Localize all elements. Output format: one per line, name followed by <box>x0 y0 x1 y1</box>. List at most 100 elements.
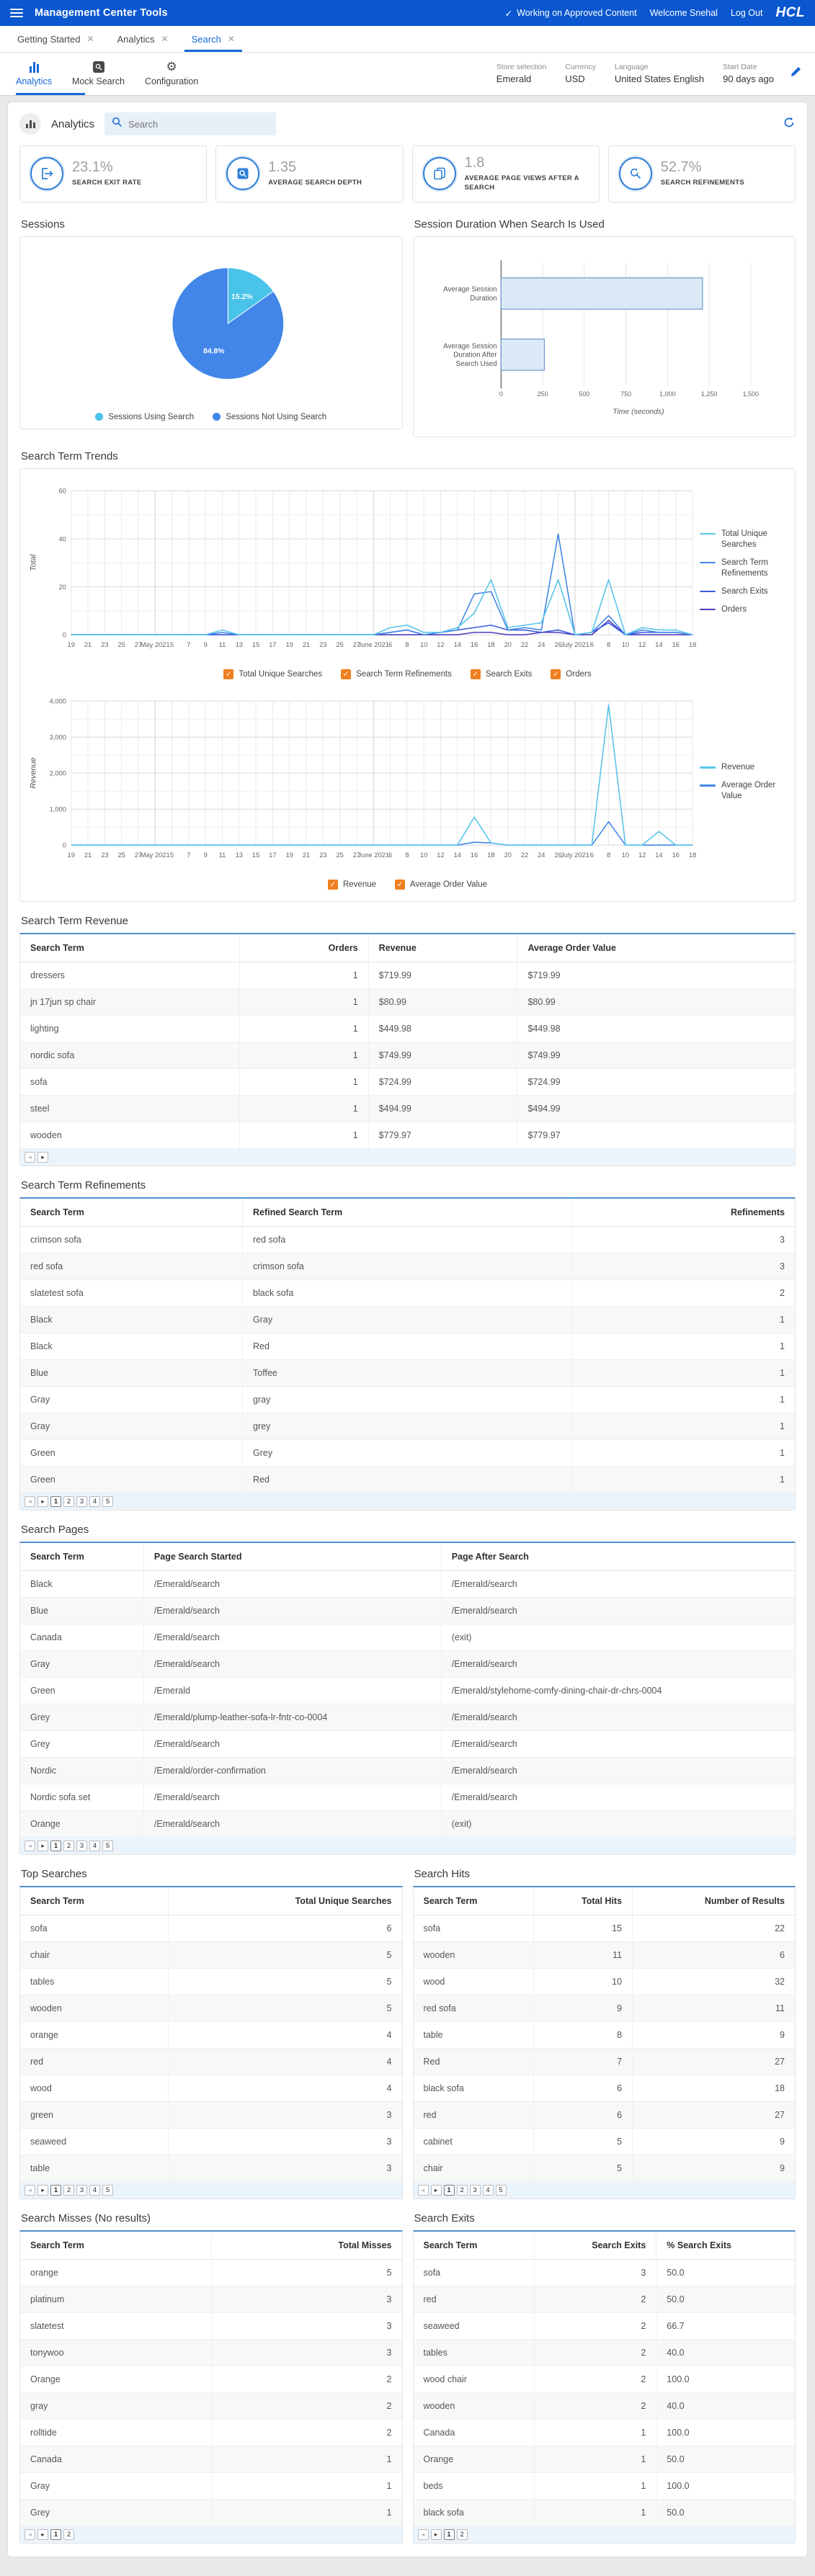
pager-next-button[interactable]: ▸ <box>430 2184 442 2196</box>
pager-next-button[interactable]: ▸ <box>430 2528 442 2540</box>
search-input[interactable] <box>128 118 270 130</box>
table-row: Gray gray 1 <box>20 1386 795 1413</box>
legend-item[interactable]: Search Term Refinements <box>700 558 789 579</box>
table-cell: 50.0 <box>656 2446 795 2473</box>
table-cell: (exit) <box>441 1810 795 1838</box>
svg-text:July 2021: July 2021 <box>561 641 589 648</box>
logout-link[interactable]: Log Out <box>730 8 763 18</box>
series-checkbox[interactable]: ✓ Orders <box>551 668 592 679</box>
pager-page-button[interactable]: 2 <box>63 2184 74 2196</box>
pager-page-button[interactable]: 5 <box>102 2184 113 2196</box>
close-icon[interactable]: ✕ <box>161 34 169 44</box>
series-checkbox[interactable]: ✓ Revenue <box>327 879 376 890</box>
legend-item[interactable]: Revenue <box>700 762 789 773</box>
pager-next-button[interactable]: ▸ <box>37 2184 48 2196</box>
tab-analytics[interactable]: Analytics ✕ <box>117 33 169 45</box>
table-cell: 11 <box>632 1995 795 2022</box>
legend-item[interactable]: Search Exits <box>700 586 789 597</box>
pager-page-button[interactable]: 2 <box>456 2528 468 2540</box>
pager-page-button[interactable]: 1 <box>50 1495 61 1507</box>
series-checkbox[interactable]: ✓ Total Unique Searches <box>223 668 322 679</box>
table-cell: seaweed <box>413 2312 535 2340</box>
svg-text:12: 12 <box>638 851 646 859</box>
legend-item[interactable]: Sessions Using Search <box>95 413 194 421</box>
pager-page-button[interactable]: 3 <box>469 2184 481 2196</box>
tab-search[interactable]: Search ✕ <box>180 26 246 52</box>
pager-next-button[interactable]: ▸ <box>37 1151 48 1163</box>
pager-page-button[interactable]: 1 <box>443 2528 455 2540</box>
pager-page-button[interactable]: 5 <box>102 1840 113 1851</box>
table-row: sofa 6 <box>20 1915 402 1942</box>
search-hits-table: Search Term Total Hits Number of Results so… <box>412 1885 796 2199</box>
pager-next-button[interactable]: ▸ <box>37 2528 48 2540</box>
approved-content-status[interactable]: ✓ Working on Approved Content <box>504 8 637 19</box>
table-cell: wooden <box>413 2392 535 2420</box>
pager-prev-button[interactable]: ◂ <box>25 2528 35 2540</box>
series-checkbox[interactable]: ✓ Search Term Refinements <box>341 668 452 679</box>
pager-page-button[interactable]: 4 <box>89 1840 100 1851</box>
pager-page-button[interactable]: 3 <box>76 1840 87 1851</box>
pager-page-button[interactable]: 5 <box>102 1495 113 1507</box>
legend-item[interactable]: Sessions Not Using Search <box>213 413 326 421</box>
column-header: Search Term <box>20 2231 213 2260</box>
svg-text:Search Used: Search Used <box>455 360 496 368</box>
series-checkbox[interactable]: ✓ Average Order Value <box>395 879 487 890</box>
toolbar-item-configuration[interactable]: ⚙ Configuration <box>144 60 199 86</box>
pager-page-button[interactable]: 3 <box>76 1495 87 1507</box>
table-row: Black Gray 1 <box>20 1306 795 1333</box>
hamburger-menu-icon[interactable] <box>10 9 23 17</box>
table-row: Blue Toffee 1 <box>20 1359 795 1387</box>
svg-text:0: 0 <box>63 631 66 638</box>
pager-prev-button[interactable]: ◂ <box>417 2184 429 2196</box>
table-cell: 27 <box>632 2101 795 2129</box>
tab-getting-started[interactable]: Getting Started ✕ <box>17 33 94 45</box>
pager-prev-button[interactable]: ◂ <box>25 1151 35 1163</box>
refresh-icon[interactable] <box>783 116 796 133</box>
pager-page-button[interactable]: 3 <box>76 2184 87 2196</box>
pager-page-button[interactable]: 2 <box>63 1840 74 1851</box>
pager-page-button[interactable]: 2 <box>63 1495 74 1507</box>
svg-text:0: 0 <box>63 841 66 849</box>
pager-next-button[interactable]: ▸ <box>37 1840 48 1851</box>
pager-prev-button[interactable]: ◂ <box>417 2528 429 2540</box>
pager-page-button[interactable]: 2 <box>456 2184 468 2196</box>
table-cell: red <box>413 2101 534 2129</box>
table-cell: /Emerald/search <box>143 1597 442 1624</box>
edit-pencil-icon[interactable] <box>790 66 802 81</box>
svg-text:5: 5 <box>170 851 174 859</box>
pager-page-button[interactable]: 2 <box>63 2528 74 2540</box>
close-icon[interactable]: ✕ <box>86 34 94 44</box>
table-cell: Black <box>20 1570 144 1598</box>
toolbar-item-mock-search[interactable]: Mock Search <box>72 60 125 86</box>
table-cell: $494.99 <box>517 1095 795 1122</box>
pager-page-button[interactable]: 4 <box>482 2184 494 2196</box>
pager-next-button[interactable]: ▸ <box>37 1495 48 1507</box>
pager-page-button[interactable]: 5 <box>495 2184 507 2196</box>
pager-prev-button[interactable]: ◂ <box>25 2184 35 2196</box>
pager-page-button[interactable]: 1 <box>443 2184 455 2196</box>
toolbar-item-analytics[interactable]: Analytics <box>16 60 52 86</box>
pager-page-button[interactable]: 4 <box>89 1495 100 1507</box>
table-header-row: Search Term Total Unique Searches <box>20 1887 402 1915</box>
table-cell: 27 <box>632 2048 795 2075</box>
pager-page-button[interactable]: 1 <box>50 1840 61 1851</box>
pager-prev-button[interactable]: ◂ <box>25 1495 35 1507</box>
table-cell: /Emerald/stylehome-comfy-dining-chair-dr… <box>441 1677 795 1704</box>
table-cell: 18 <box>632 2075 795 2102</box>
trends-revenue-legend: Revenue Average Order Value <box>697 762 789 802</box>
column-header: % Search Exits <box>656 2231 795 2260</box>
pager-page-button[interactable]: 4 <box>89 2184 100 2196</box>
legend-item[interactable]: Orders <box>700 604 789 615</box>
legend-item[interactable]: Total Unique Searches <box>700 529 789 550</box>
svg-text:19: 19 <box>68 641 75 648</box>
pager-page-button[interactable]: 1 <box>50 2528 61 2540</box>
sessions-pie-chart: 15.2% 84.8% <box>172 267 285 380</box>
close-icon[interactable]: ✕ <box>227 34 235 44</box>
series-checkbox[interactable]: ✓ Search Exits <box>470 668 532 679</box>
pager-prev-button[interactable]: ◂ <box>25 1840 35 1851</box>
legend-item[interactable]: Average Order Value <box>700 780 789 802</box>
pager-page-button[interactable]: 1 <box>50 2184 61 2196</box>
svg-text:Duration After: Duration After <box>453 351 497 359</box>
table-row: slatetest 3 <box>20 2312 402 2340</box>
svg-text:Average Session: Average Session <box>443 285 497 293</box>
